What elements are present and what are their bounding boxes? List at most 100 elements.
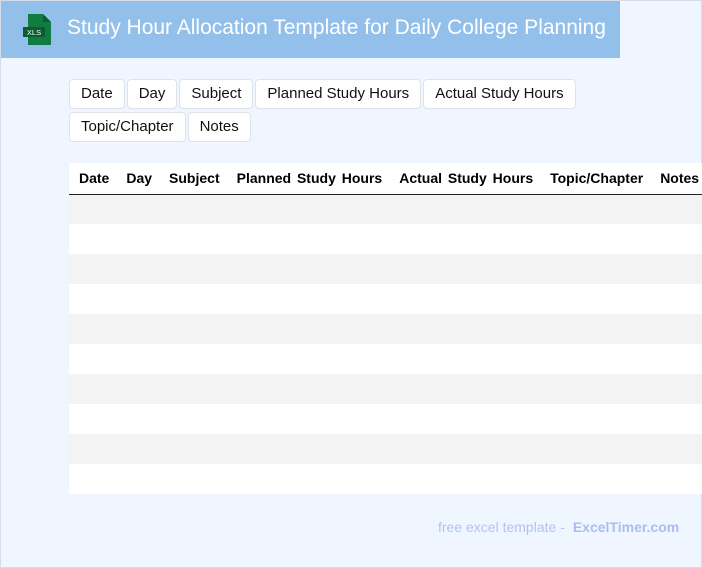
table-cell[interactable] — [389, 194, 541, 224]
table-cell[interactable] — [116, 314, 160, 344]
table-row — [69, 434, 702, 464]
study-table: Date Day Subject Planned Study Hours Act… — [69, 163, 702, 494]
table-cell[interactable] — [69, 194, 117, 224]
table-cell[interactable] — [116, 194, 160, 224]
chip-day[interactable]: Day — [126, 79, 178, 109]
table-cell[interactable] — [540, 314, 651, 344]
chip-subject[interactable]: Subject — [179, 79, 254, 109]
table-cell[interactable] — [159, 464, 227, 494]
table-cell[interactable] — [69, 464, 117, 494]
chip-topic-chapter[interactable]: Topic/Chapter — [69, 112, 186, 142]
table-cell[interactable] — [116, 464, 160, 494]
col-date: Date — [69, 163, 117, 195]
col-notes: Notes — [650, 163, 702, 195]
table-cell[interactable] — [159, 344, 227, 374]
table-cell[interactable] — [159, 434, 227, 464]
table-cell[interactable] — [389, 404, 541, 434]
table-cell[interactable] — [116, 254, 160, 284]
chip-planned-study-hours[interactable]: Planned Study Hours — [255, 79, 422, 109]
table-cell[interactable] — [159, 314, 227, 344]
chip-notes[interactable]: Notes — [187, 112, 251, 142]
table-cell[interactable] — [226, 344, 390, 374]
table-row — [69, 254, 702, 284]
table-cell[interactable] — [226, 314, 390, 344]
chip-actual-study-hours[interactable]: Actual Study Hours — [423, 79, 576, 109]
table-cell[interactable] — [650, 404, 702, 434]
table-row — [69, 374, 702, 404]
table-cell[interactable] — [226, 224, 390, 254]
table-cell[interactable] — [540, 434, 651, 464]
table-cell[interactable] — [389, 434, 541, 464]
table-cell[interactable] — [389, 224, 541, 254]
table-row — [69, 404, 702, 434]
table-row — [69, 224, 702, 254]
table-cell[interactable] — [650, 434, 702, 464]
table-row — [69, 284, 702, 314]
table-cell[interactable] — [69, 314, 117, 344]
column-chips: Date Day Subject Planned Study Hours Act… — [69, 79, 685, 142]
table-cell[interactable] — [116, 434, 160, 464]
table-cell[interactable] — [116, 344, 160, 374]
table-cell[interactable] — [69, 284, 117, 314]
table-cell[interactable] — [540, 404, 651, 434]
table-cell[interactable] — [69, 404, 117, 434]
table-cell[interactable] — [540, 344, 651, 374]
table-header: Date Day Subject Planned Study Hours Act… — [69, 163, 702, 195]
table-cell[interactable] — [650, 224, 702, 254]
excel-file-icon: XLS — [23, 14, 51, 45]
table-cell[interactable] — [69, 224, 117, 254]
svg-text:XLS: XLS — [27, 28, 41, 37]
table-cell[interactable] — [226, 284, 390, 314]
table-cell[interactable] — [226, 434, 390, 464]
table-cell[interactable] — [540, 374, 651, 404]
table-cell[interactable] — [650, 194, 702, 224]
footer-text: free excel template - — [438, 519, 565, 535]
table-cell[interactable] — [226, 374, 390, 404]
table-cell[interactable] — [226, 254, 390, 284]
table-row — [69, 344, 702, 374]
table-cell[interactable] — [650, 464, 702, 494]
chip-date[interactable]: Date — [69, 79, 125, 109]
table-cell[interactable] — [116, 374, 160, 404]
table-cell[interactable] — [159, 254, 227, 284]
table-cell[interactable] — [116, 224, 160, 254]
table-cell[interactable] — [650, 344, 702, 374]
col-topic-chapter: Topic/Chapter — [540, 163, 651, 195]
table-cell[interactable] — [226, 404, 390, 434]
table-cell[interactable] — [650, 374, 702, 404]
page-title: Study Hour Allocation Template for Daily… — [67, 16, 606, 39]
table-cell[interactable] — [69, 254, 117, 284]
table-cell[interactable] — [389, 284, 541, 314]
table-cell[interactable] — [69, 344, 117, 374]
table-cell[interactable] — [226, 194, 390, 224]
table-cell[interactable] — [650, 284, 702, 314]
table-cell[interactable] — [159, 374, 227, 404]
table-cell[interactable] — [69, 374, 117, 404]
table-cell[interactable] — [540, 254, 651, 284]
table-row — [69, 314, 702, 344]
col-subject: Subject — [159, 163, 227, 195]
table-cell[interactable] — [159, 194, 227, 224]
table-cell[interactable] — [159, 224, 227, 254]
table-cell[interactable] — [650, 314, 702, 344]
table-cell[interactable] — [540, 464, 651, 494]
table-cell[interactable] — [389, 344, 541, 374]
col-day: Day — [116, 163, 160, 195]
table-cell[interactable] — [116, 284, 160, 314]
table-cell[interactable] — [389, 464, 541, 494]
table-cell[interactable] — [540, 194, 651, 224]
table-cell[interactable] — [540, 224, 651, 254]
brand-link[interactable]: ExcelTimer.com — [572, 519, 680, 535]
table-cell[interactable] — [389, 374, 541, 404]
table-cell[interactable] — [226, 464, 390, 494]
table-cell[interactable] — [650, 254, 702, 284]
table-cell[interactable] — [540, 284, 651, 314]
table-cell[interactable] — [69, 434, 117, 464]
table-cell[interactable] — [159, 404, 227, 434]
table-cell[interactable] — [389, 254, 541, 284]
table-cell[interactable] — [159, 284, 227, 314]
table-cell[interactable] — [389, 314, 541, 344]
table-row — [69, 464, 702, 494]
table-cell[interactable] — [116, 404, 160, 434]
col-actual-study-hours: Actual Study Hours — [389, 163, 541, 195]
